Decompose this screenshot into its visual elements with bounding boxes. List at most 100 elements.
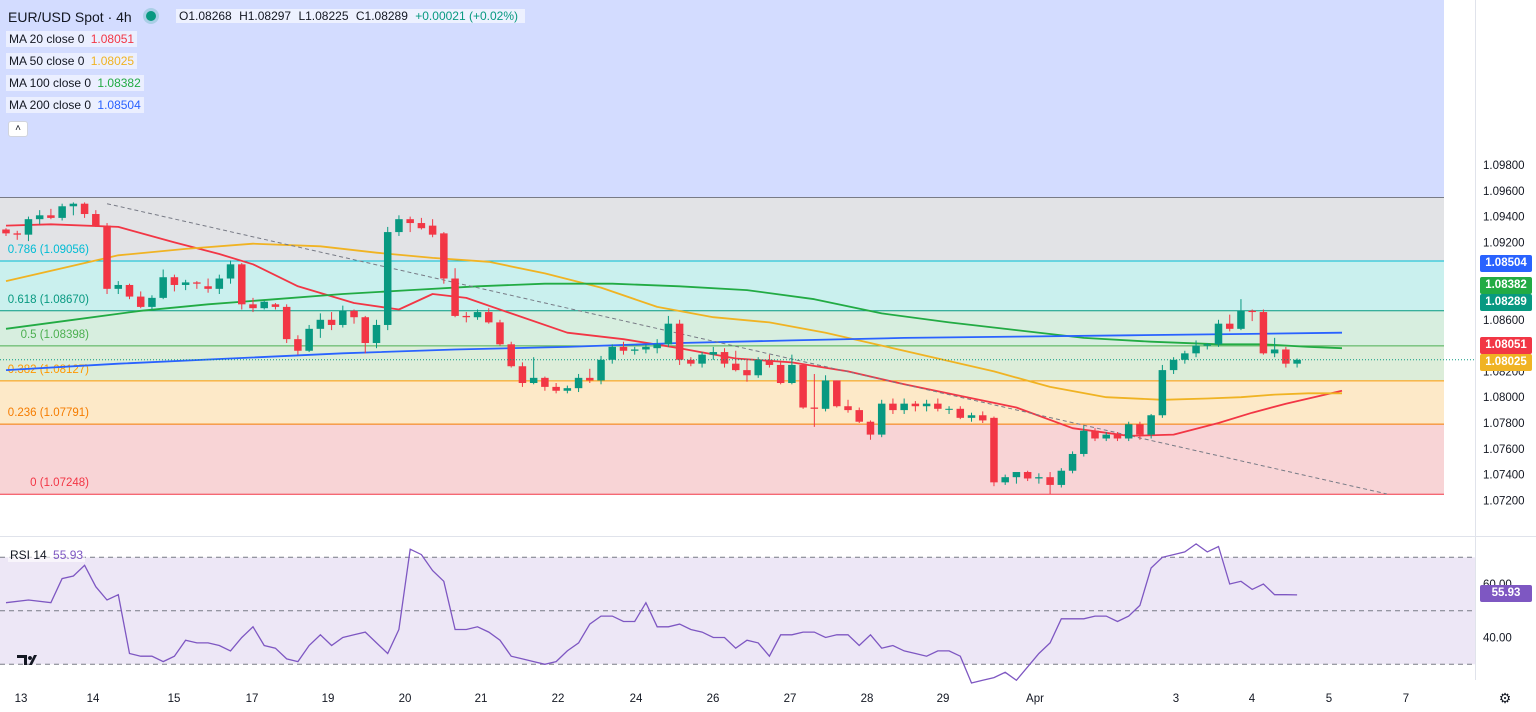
candle-body xyxy=(574,377,583,389)
candle-body xyxy=(1124,424,1133,439)
candle xyxy=(339,305,347,328)
chevron-up-icon[interactable]: ˄ xyxy=(8,121,28,137)
candle-body xyxy=(103,225,111,289)
fib-band xyxy=(0,197,1444,261)
candle-body xyxy=(1225,323,1234,329)
candle-body xyxy=(1192,345,1200,354)
candle xyxy=(1023,470,1032,482)
candle xyxy=(877,399,886,438)
rsi-legend[interactable]: RSI 14 55.93 xyxy=(8,548,86,562)
candle-body xyxy=(1293,359,1301,364)
candle xyxy=(193,281,201,289)
candle xyxy=(114,281,123,294)
candle xyxy=(934,398,942,412)
candle-body xyxy=(1102,434,1110,439)
candle xyxy=(978,411,987,423)
candle-body xyxy=(181,282,190,285)
legend-ma200[interactable]: MA 200 close 0 1.08504 xyxy=(6,97,144,113)
candle xyxy=(125,283,134,300)
legend-ma100-value: 1.08382 xyxy=(97,76,141,90)
candle xyxy=(1293,358,1301,368)
candle-body xyxy=(586,377,594,381)
candle-body xyxy=(900,403,908,411)
legend-ma20[interactable]: MA 20 close 0 1.08051 xyxy=(6,31,138,47)
candle-body xyxy=(529,377,538,384)
candle xyxy=(743,359,751,382)
candle xyxy=(1136,421,1144,440)
candle-body xyxy=(1136,424,1144,435)
candle xyxy=(395,215,403,236)
market-status-icon xyxy=(146,9,156,24)
candle xyxy=(664,315,673,347)
candle xyxy=(731,350,740,372)
candle xyxy=(844,399,852,413)
candle-body xyxy=(1113,434,1122,439)
candle-body xyxy=(731,363,740,371)
candle xyxy=(136,291,145,309)
candle-body xyxy=(1203,344,1212,346)
candle xyxy=(260,300,268,310)
candle xyxy=(574,373,583,393)
candle-body xyxy=(518,366,527,384)
candle xyxy=(1225,314,1234,332)
candle-body xyxy=(563,388,572,391)
gear-icon[interactable]: ⚙ xyxy=(1498,690,1512,706)
legend-ma100-label: MA 100 close 0 xyxy=(9,76,92,90)
candle xyxy=(1181,350,1189,364)
candle-body xyxy=(754,359,762,376)
time-tick-label: 29 xyxy=(937,693,950,705)
candle xyxy=(496,319,504,346)
candle xyxy=(653,339,661,354)
candle xyxy=(103,223,111,294)
fib-level-label: 0.236 (1.07791) xyxy=(8,407,89,419)
candle xyxy=(350,309,358,324)
candle xyxy=(608,344,617,364)
time-tick-label: Apr xyxy=(1026,693,1044,705)
legend-ma50[interactable]: MA 50 close 0 1.08025 xyxy=(6,53,138,69)
candle xyxy=(1237,299,1245,331)
candle xyxy=(1192,340,1200,358)
candle xyxy=(855,407,863,423)
candle-body xyxy=(642,346,650,350)
fib-level-label: 0.786 (1.09056) xyxy=(8,244,89,256)
candle xyxy=(945,406,953,414)
candle xyxy=(451,268,459,318)
rsi-line xyxy=(5,543,1298,684)
candle-body xyxy=(743,370,751,376)
candle-body xyxy=(294,339,302,351)
price-tick-label: 1.07400 xyxy=(1483,470,1525,482)
candle xyxy=(372,319,381,349)
candle xyxy=(541,376,549,391)
candle-body xyxy=(687,359,695,364)
candle xyxy=(1080,425,1088,457)
candle-body xyxy=(552,386,560,391)
candle xyxy=(754,357,762,378)
candle xyxy=(69,202,78,216)
legend-ma100[interactable]: MA 100 close 0 1.08382 xyxy=(6,75,144,91)
candle-body xyxy=(193,282,201,284)
candle xyxy=(889,398,897,414)
candle xyxy=(13,230,21,240)
candle-body xyxy=(1057,470,1066,485)
time-tick-label: 7 xyxy=(1403,693,1409,705)
candle-body xyxy=(630,349,639,351)
candle-body xyxy=(653,344,661,349)
candle-body xyxy=(159,277,167,298)
candle xyxy=(1214,319,1223,347)
candle-body xyxy=(1214,323,1223,345)
candle xyxy=(92,210,100,227)
candle xyxy=(1259,309,1268,355)
time-tick-label: 26 xyxy=(707,693,720,705)
candle-body xyxy=(1001,477,1009,483)
candle xyxy=(630,346,639,355)
candle-body xyxy=(720,352,729,364)
candle-body xyxy=(13,233,21,235)
candle xyxy=(1270,337,1279,358)
price-tick-label: 1.08000 xyxy=(1483,392,1525,404)
candle-body xyxy=(1259,312,1268,354)
fib-band-top xyxy=(0,0,1444,198)
candle xyxy=(1035,473,1043,484)
candle-body xyxy=(889,403,897,411)
candle xyxy=(440,232,448,284)
